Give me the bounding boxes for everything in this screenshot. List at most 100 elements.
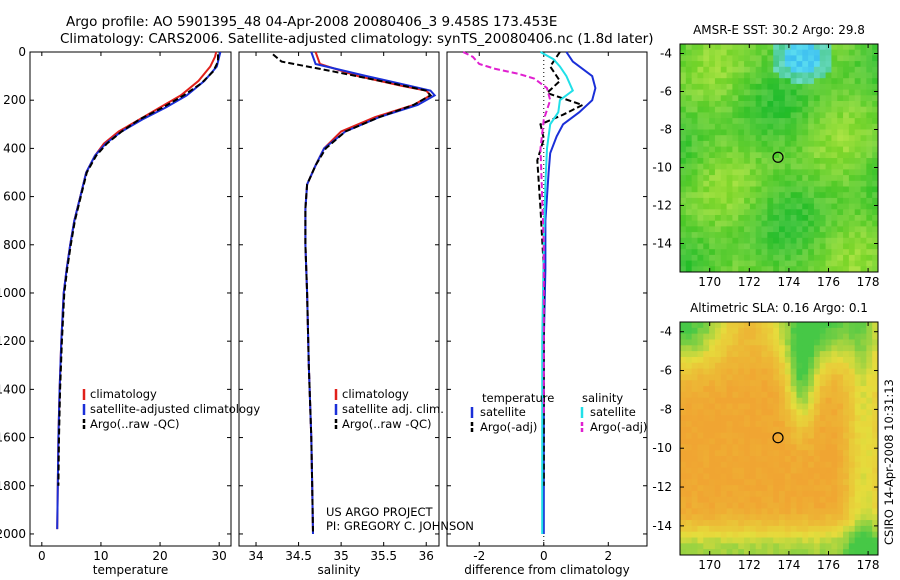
sst_map-cell <box>802 180 809 187</box>
sst_map-cell <box>738 49 745 56</box>
sla_map-cell <box>860 409 867 416</box>
sst_map-cell <box>691 158 698 165</box>
sst_map-cell <box>825 215 832 222</box>
sla_map-cell <box>744 432 751 439</box>
sla_map-cell <box>744 409 751 416</box>
sst_map-cell <box>767 112 774 119</box>
sla_map-cell <box>738 403 745 410</box>
sla_map-cell <box>709 508 716 515</box>
sla_map-cell <box>767 543 774 550</box>
sst_map-cell <box>749 152 757 159</box>
sst_map-cell <box>749 243 757 250</box>
sla_map-cell <box>755 455 762 463</box>
sla_map-cell <box>813 525 821 533</box>
sst_map-cell <box>773 209 780 216</box>
sla_map-cell <box>813 409 821 416</box>
sla_map-cell <box>802 479 809 486</box>
sst_map-cell <box>848 118 856 125</box>
sla_map-cell <box>831 421 838 428</box>
sst_map-cell <box>691 226 698 233</box>
sst_map-cell <box>691 101 698 108</box>
sla_map-cell <box>732 461 739 469</box>
sst_map-cell <box>808 72 815 79</box>
sla_map-cell <box>744 351 751 358</box>
sla_map-cell <box>819 514 826 521</box>
sst_map-cell <box>761 49 768 56</box>
sla_map-cell <box>703 339 710 346</box>
sst_map-cell <box>819 243 826 250</box>
sst_map-cell <box>808 95 815 102</box>
sla_map-cell <box>749 391 757 399</box>
sla_map-cell <box>767 455 774 463</box>
sla_map-cell <box>831 502 838 509</box>
sst_map-cell <box>813 118 821 125</box>
sst_map-cell <box>685 192 693 199</box>
sla_map-cell <box>749 397 757 404</box>
sla_map-cell <box>784 374 792 381</box>
sst_map-cell <box>837 266 844 273</box>
sla_map-cell <box>866 351 873 358</box>
sla_map-cell <box>703 409 710 416</box>
sst_map-cell <box>685 186 693 193</box>
sla_map-cell <box>831 426 838 434</box>
sla_map-cell <box>761 351 768 358</box>
sla_map-cell <box>744 391 751 399</box>
sla_map-cell <box>697 438 704 445</box>
sla_map-cell <box>685 362 693 369</box>
sla_map-cell <box>726 356 733 364</box>
sla_map-cell <box>744 345 751 352</box>
sst_map-cell <box>685 158 693 165</box>
sst_map-cell <box>837 123 844 130</box>
sla_map-cell <box>773 345 780 352</box>
sla_map-cell <box>767 409 774 416</box>
sst_map-cell <box>714 192 722 199</box>
sst_map-cell <box>872 237 879 244</box>
sla_map-cell <box>872 403 879 410</box>
sst_map-cell <box>767 192 774 199</box>
sla_map-cell <box>773 537 780 544</box>
sst_map-cell <box>779 78 786 85</box>
sst_map-cell <box>796 44 803 51</box>
sla_map-cell <box>860 351 867 358</box>
sla_map-cell <box>848 368 856 375</box>
sst_map-cell <box>714 44 722 51</box>
sst_map-cell <box>685 135 693 142</box>
sst_map-cell <box>819 175 826 182</box>
sla_map-cell <box>749 543 757 550</box>
sst_map-cell <box>802 243 809 250</box>
sst_map-cell <box>790 180 797 187</box>
sst_map-cell <box>749 61 757 68</box>
sla_map-cell <box>714 368 722 375</box>
sla_map-cell <box>738 496 745 503</box>
sla_map-cell <box>749 368 757 375</box>
sst_map-cell <box>703 260 710 267</box>
sla_map-cell <box>802 502 809 509</box>
sst_map-cell <box>813 49 821 56</box>
sst_map-cell <box>872 106 879 113</box>
sla_map-cell <box>808 362 815 369</box>
sst_map-cell <box>680 192 687 199</box>
sst_map-cell <box>854 112 861 119</box>
sla_map-cell <box>860 426 867 434</box>
sst_map-cell <box>837 203 844 210</box>
sst_map-cell <box>697 72 704 79</box>
sst_map-cell <box>843 61 850 68</box>
sst_map-cell <box>726 61 733 68</box>
sst_map-cell <box>831 180 838 187</box>
sla_map-cell <box>773 438 780 445</box>
sst_map-cell <box>691 44 698 51</box>
sst_map-cell <box>726 112 733 119</box>
sst_map-cell <box>685 140 693 147</box>
sla_map-cell <box>860 531 867 538</box>
sst_map-cell <box>749 203 757 210</box>
sla_map-cell <box>819 455 826 463</box>
sst_map-cell <box>802 72 809 79</box>
sst_map-cell <box>680 203 687 210</box>
sla_map-cell <box>714 362 722 369</box>
sla_map-cell <box>697 485 704 492</box>
sst_map-cell <box>825 66 832 73</box>
sla_map-cell <box>680 426 687 434</box>
sla_map-cell <box>854 403 861 410</box>
sla_map-cell <box>738 415 745 422</box>
sst_map-cell <box>714 140 722 147</box>
